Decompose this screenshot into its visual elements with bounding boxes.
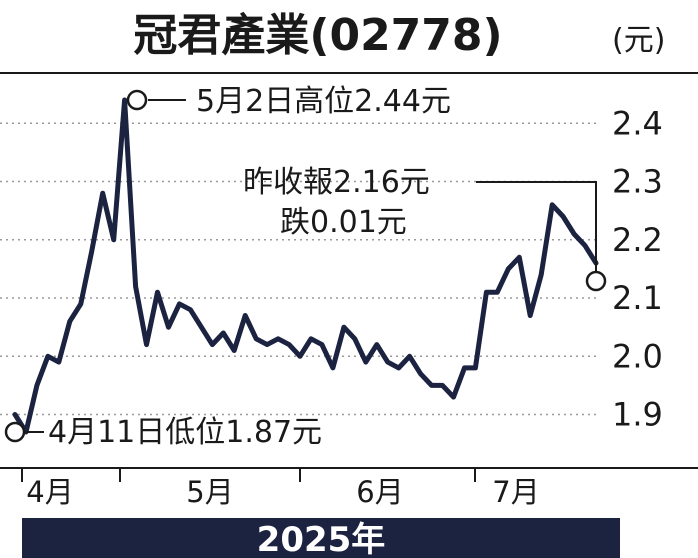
y-tick-label: 2.0 bbox=[612, 337, 663, 375]
x-tick-label-jun: 6月 bbox=[356, 475, 403, 509]
year-label: 2025年 bbox=[257, 520, 386, 558]
x-tick-label-may: 5月 bbox=[186, 475, 233, 509]
y-tick-label: 2.2 bbox=[612, 221, 663, 259]
y-tick-label: 1.9 bbox=[612, 396, 663, 434]
close-leader bbox=[476, 181, 597, 272]
low-marker bbox=[4, 421, 26, 443]
low-annotation: 4月11日低位1.87元 bbox=[48, 415, 322, 450]
chart-title: 冠君產業(02778) bbox=[133, 10, 502, 61]
unit-label: (元) bbox=[612, 23, 665, 58]
y-tick-label: 2.4 bbox=[612, 104, 663, 142]
high-marker bbox=[126, 89, 148, 111]
x-tick-label-apr: 4月 bbox=[26, 475, 73, 509]
close-marker bbox=[585, 270, 607, 292]
price-line bbox=[12, 97, 599, 435]
close-annotation-line2: 跌0.01元 bbox=[280, 205, 407, 240]
high-annotation: 5月2日高位2.44元 bbox=[196, 84, 451, 119]
y-tick-label: 2.3 bbox=[612, 163, 663, 201]
x-tick-label-jul: 7月 bbox=[492, 475, 539, 509]
y-axis-ticks: 1.9 2.0 2.1 2.2 2.3 2.4 bbox=[612, 104, 663, 433]
y-tick-label: 2.1 bbox=[612, 279, 663, 317]
close-annotation-line1: 昨收報2.16元 bbox=[243, 165, 430, 200]
x-axis-tickmarks bbox=[21, 468, 476, 482]
year-bar bbox=[22, 518, 620, 558]
